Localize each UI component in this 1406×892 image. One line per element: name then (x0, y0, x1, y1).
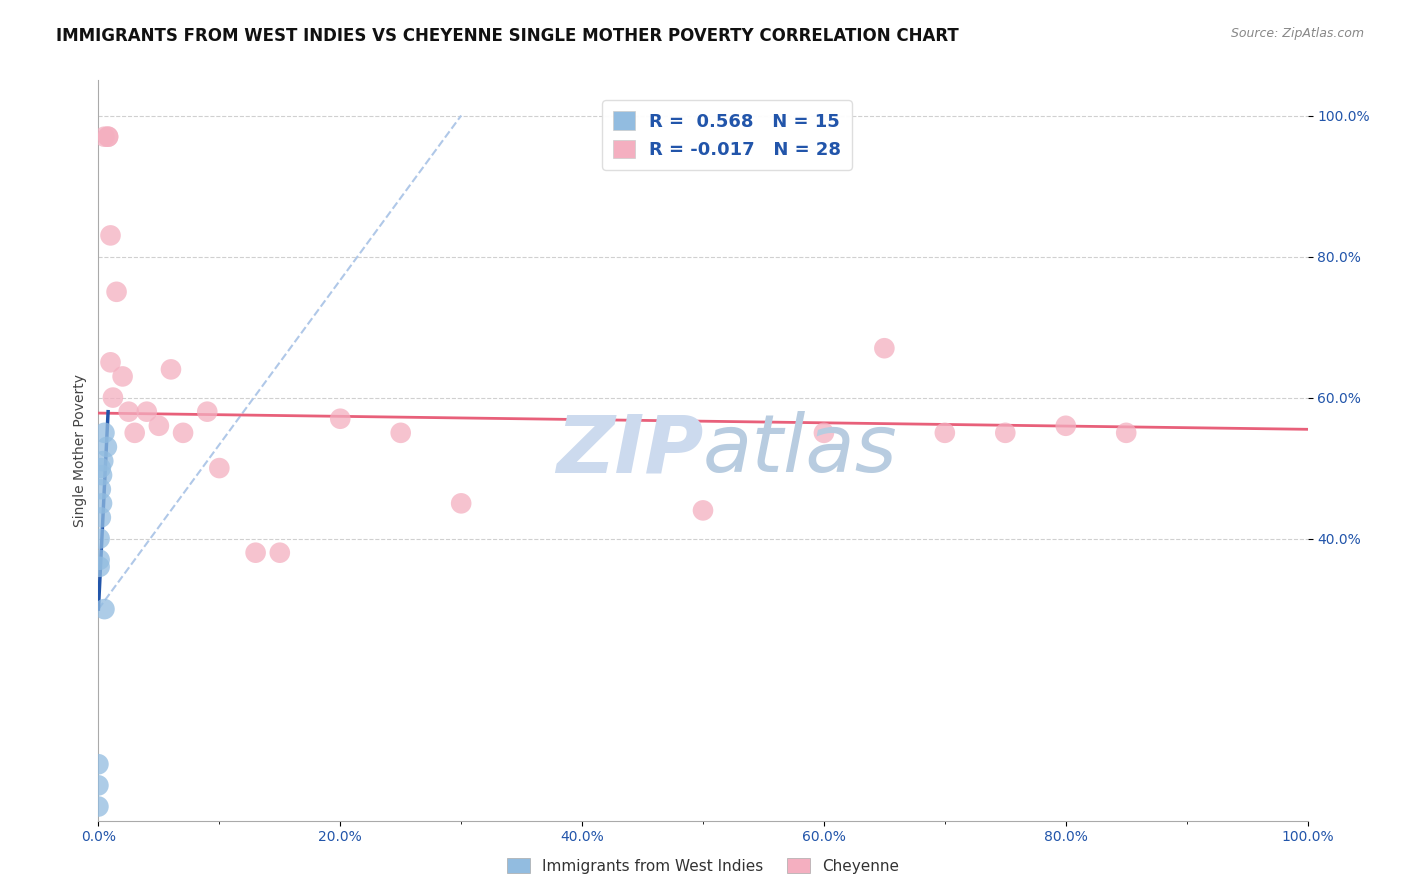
Text: ZIP: ZIP (555, 411, 703, 490)
Legend: Immigrants from West Indies, Cheyenne: Immigrants from West Indies, Cheyenne (501, 852, 905, 880)
Point (87, 778, 110, 792)
Point (87, 757, 110, 772)
Point (160, 362, 183, 376)
Text: IMMIGRANTS FROM WEST INDIES VS CHEYENNE SINGLE MOTHER POVERTY CORRELATION CHART: IMMIGRANTS FROM WEST INDIES VS CHEYENNE … (56, 27, 959, 45)
Point (813, 425, 835, 440)
Point (934, 425, 956, 440)
Point (89, 532, 111, 546)
Point (93, 602, 115, 616)
Point (90, 461, 112, 475)
Point (101, 391, 124, 405)
Point (93, 129, 115, 144)
Point (1115, 425, 1137, 440)
Point (269, 546, 291, 560)
Point (89, 553, 111, 567)
Point (105, 285, 128, 299)
Point (329, 411, 352, 425)
Point (389, 425, 412, 440)
Point (148, 418, 170, 433)
Point (93, 425, 115, 440)
Point (994, 425, 1017, 440)
Point (118, 405, 141, 419)
Point (96, 440, 118, 454)
Point (195, 405, 218, 419)
Point (450, 496, 472, 510)
Point (172, 425, 194, 440)
Legend: R =  0.568   N = 15, R = -0.017   N = 28: R = 0.568 N = 15, R = -0.017 N = 28 (602, 101, 852, 169)
Point (91, 496, 114, 510)
Point (91, 454, 114, 468)
Text: atlas: atlas (703, 411, 898, 490)
Point (111, 369, 134, 384)
Point (97, 129, 120, 144)
Point (245, 546, 267, 560)
Point (1054, 418, 1077, 433)
Point (124, 425, 146, 440)
Point (100, 228, 122, 243)
Point (692, 503, 714, 517)
Point (91, 468, 114, 483)
Point (208, 461, 231, 475)
Point (873, 341, 896, 355)
Point (89, 559, 111, 574)
Point (97, 129, 120, 144)
Point (87, 799, 110, 814)
Text: Source: ZipAtlas.com: Source: ZipAtlas.com (1230, 27, 1364, 40)
Y-axis label: Single Mother Poverty: Single Mother Poverty (73, 374, 87, 527)
Point (135, 405, 157, 419)
Point (100, 355, 122, 369)
Point (90, 510, 112, 524)
Point (90, 482, 112, 496)
